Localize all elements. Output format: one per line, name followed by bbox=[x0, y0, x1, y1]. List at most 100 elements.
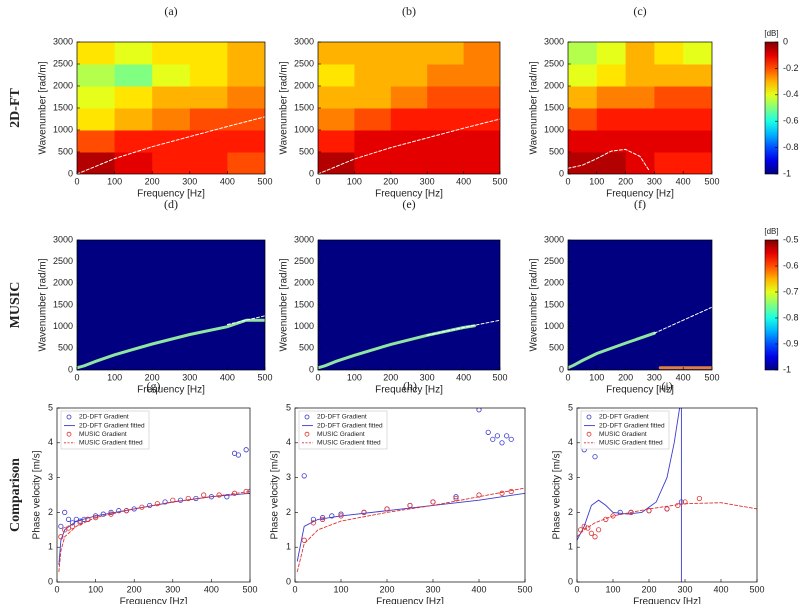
heatmap-cell bbox=[427, 283, 465, 306]
x-tick-label: 0 bbox=[565, 372, 570, 382]
data-point bbox=[243, 447, 249, 453]
data-point bbox=[154, 501, 160, 507]
colorbar-tick-label: -1 bbox=[783, 168, 791, 178]
y-tick-label: 1500 bbox=[53, 102, 73, 112]
data-point bbox=[682, 499, 688, 505]
heatmap-cell bbox=[390, 64, 428, 87]
heatmap-cell bbox=[683, 108, 712, 131]
x-tick-label: 0 bbox=[315, 372, 320, 382]
data-point bbox=[696, 495, 703, 502]
y-tick-label: 0 bbox=[559, 364, 564, 374]
data-point bbox=[235, 452, 242, 458]
x-tick-label: 400 bbox=[456, 176, 471, 186]
legend-entry: 2D-DFT Gradient fitted bbox=[599, 422, 665, 429]
heatmap-cell bbox=[152, 42, 191, 65]
heatmap-cell bbox=[596, 261, 627, 284]
x-tick-label: 400 bbox=[204, 584, 219, 594]
colorbar-label: [dB] bbox=[764, 227, 778, 236]
heatmap-cell bbox=[354, 240, 392, 263]
heatmap-cell bbox=[683, 348, 712, 370]
heatmap-cell bbox=[152, 261, 191, 284]
heatmap-cell bbox=[568, 152, 598, 174]
x-tick-label: 300 bbox=[182, 176, 197, 186]
y-tick-label: 500 bbox=[549, 146, 564, 156]
data-point bbox=[508, 488, 514, 495]
heatmap-cell bbox=[568, 240, 598, 263]
y-tick-label: 0 bbox=[309, 364, 314, 374]
heatmap-cell bbox=[625, 152, 655, 174]
x-tick-label: 300 bbox=[420, 372, 435, 382]
x-tick-label: 200 bbox=[383, 372, 398, 382]
heatmap-cell bbox=[596, 108, 627, 131]
row-label: 2D-FT bbox=[8, 88, 23, 128]
data-point bbox=[310, 520, 316, 526]
y-axis-label: Wavenumber [rad/m] bbox=[279, 258, 290, 351]
heatmap-cell bbox=[227, 64, 265, 87]
heatmap-cell bbox=[463, 283, 500, 306]
panel: (f) 0 100 200 300 400 500 0 500 1000 1500 2000 2500 3… bbox=[529, 197, 799, 396]
x-tick-label: 100 bbox=[605, 584, 620, 594]
heatmap-cell bbox=[654, 130, 684, 153]
y-tick-label: 0 bbox=[309, 168, 314, 178]
panel-label: (i) bbox=[661, 379, 672, 393]
colorbar-tick-label: -0.8 bbox=[783, 312, 799, 322]
heatmap-cell bbox=[427, 305, 465, 328]
y-tick-label: 1000 bbox=[294, 321, 314, 331]
heatmap-cell bbox=[390, 42, 428, 65]
heatmap-cell bbox=[318, 108, 355, 131]
x-tick-label: 400 bbox=[471, 584, 486, 594]
x-tick-label: 100 bbox=[88, 584, 103, 594]
heatmap-cell bbox=[390, 348, 428, 370]
y-tick-label: 2 bbox=[568, 507, 573, 517]
heatmap-cell bbox=[227, 348, 265, 370]
series-line bbox=[426, 319, 500, 336]
x-tick-label: 500 bbox=[492, 372, 507, 382]
heatmap-cell bbox=[354, 108, 392, 131]
data-point bbox=[301, 473, 307, 479]
heatmap-cell bbox=[568, 108, 598, 131]
x-tick-label: 0 bbox=[315, 176, 320, 186]
y-tick-label: 2500 bbox=[294, 256, 314, 266]
y-tick-label: 2500 bbox=[53, 256, 73, 266]
heatmap-cell bbox=[189, 86, 228, 109]
heatmap-cell bbox=[77, 64, 116, 87]
series-line bbox=[226, 315, 265, 325]
data-point bbox=[329, 513, 335, 519]
x-axis-label: Frequency [Hz] bbox=[375, 189, 443, 200]
series-line bbox=[568, 148, 650, 171]
data-point bbox=[65, 516, 72, 522]
heatmap-cell bbox=[354, 42, 392, 65]
heatmap-cell bbox=[114, 152, 153, 174]
panel: (e) 0 100 200 300 400 500 0 500 1000 1500 2000 2500 3… bbox=[279, 197, 508, 396]
heatmap-cell bbox=[683, 152, 712, 174]
data-point bbox=[499, 440, 505, 446]
y-tick-label: 5 bbox=[286, 402, 291, 412]
heatmap-cell bbox=[568, 64, 598, 87]
y-tick-label: 500 bbox=[299, 343, 314, 353]
heatmap-cell bbox=[427, 130, 465, 153]
heatmap-cell bbox=[354, 283, 392, 306]
heatmap-cell bbox=[152, 240, 191, 263]
series-line bbox=[577, 502, 757, 538]
panel: (i) 0 100 200 300 400 500 0 1 2 3 4 5 Frequency [Hz] P… bbox=[552, 379, 765, 604]
heatmap-cell bbox=[318, 240, 355, 263]
legend-entry: MUSIC Gradient bbox=[317, 431, 365, 438]
y-tick-label: 0 bbox=[48, 576, 53, 586]
colorbar bbox=[764, 239, 779, 371]
y-tick-label: 0 bbox=[568, 576, 573, 586]
heatmap-cell bbox=[596, 130, 627, 153]
x-tick-label: 500 bbox=[704, 176, 719, 186]
data-point bbox=[177, 497, 184, 503]
x-tick-label: 300 bbox=[420, 176, 435, 186]
colorbar-tick-label: 0 bbox=[783, 36, 788, 46]
heatmap-cell bbox=[152, 152, 191, 174]
heatmap-cell bbox=[77, 86, 116, 109]
x-tick-label: 400 bbox=[220, 176, 235, 186]
panel: (g) 0 100 200 300 400 500 0 1 2 3 4 5 Frequency [Hz] P… bbox=[32, 379, 258, 604]
legend-entry: 2D-DFT Gradient fitted bbox=[79, 422, 145, 429]
heatmap-cell bbox=[354, 305, 392, 328]
y-tick-label: 4 bbox=[568, 437, 573, 447]
heatmap-cell bbox=[318, 283, 355, 306]
heatmap-cell bbox=[189, 283, 228, 306]
panel: (d) 0 100 200 300 400 500 0 500 1000 1500 2000 2500 3… bbox=[38, 197, 273, 396]
